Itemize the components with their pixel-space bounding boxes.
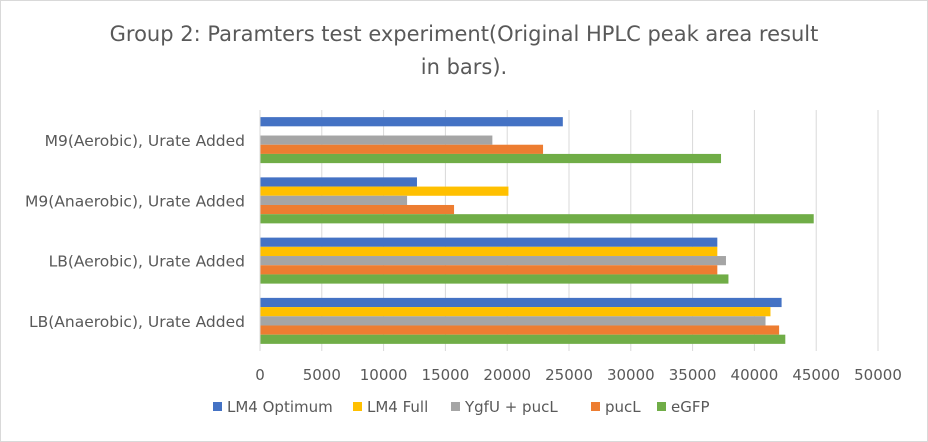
x-tick-label: 25000 [545, 366, 593, 384]
x-tick-label: 10000 [360, 366, 408, 384]
category-label: M9(Aerobic), Urate Added [45, 132, 245, 150]
chart-title-line-1: Group 2: Paramters test experiment(Origi… [109, 22, 819, 46]
bar [260, 265, 718, 275]
x-tick-label: 0 [255, 366, 265, 384]
legend-label: LM4 Optimum [227, 398, 333, 416]
bar [260, 307, 771, 317]
x-tick-label: 45000 [792, 366, 840, 384]
legend-swatch [591, 402, 600, 411]
x-tick-label: 35000 [669, 366, 717, 384]
legend-swatch [657, 402, 666, 411]
bar [260, 334, 786, 344]
legend-swatch [451, 402, 460, 411]
bar [260, 195, 408, 205]
bar [260, 316, 766, 326]
bar [260, 144, 544, 154]
x-tick-label: 15000 [422, 366, 470, 384]
category-label: M9(Anaerobic), Urate Added [25, 192, 245, 210]
x-tick-label: 5000 [303, 366, 341, 384]
bar [260, 246, 718, 257]
bar [260, 325, 780, 335]
bar [260, 274, 729, 284]
bar [260, 297, 782, 308]
x-tick-label: 40000 [731, 366, 779, 384]
legend-swatch [353, 402, 362, 411]
x-tick-label: 30000 [607, 366, 655, 384]
legend-label: pucL [605, 398, 641, 416]
chart-title-line-2: in bars). [420, 55, 508, 79]
bar [260, 117, 563, 127]
legend-label: LM4 Full [367, 398, 428, 416]
legend-label: eGFP [671, 398, 710, 416]
x-tick-label: 20000 [483, 366, 531, 384]
legend-label: YgfU + pucL [464, 398, 558, 416]
bar [260, 214, 814, 224]
chart-title: Group 2: Paramters test experiment(Origi… [0, 18, 928, 84]
x-tick-label: 50000 [854, 366, 902, 384]
legend-swatch [213, 402, 222, 411]
bar [260, 153, 722, 164]
bar [260, 237, 718, 247]
bar [260, 186, 509, 196]
category-label: LB(Aerobic), Urate Added [49, 253, 245, 271]
bar [260, 177, 417, 187]
bar [260, 256, 726, 266]
category-label: LB(Anaerobic), Urate Added [29, 313, 245, 331]
bar [260, 204, 455, 215]
bar [260, 135, 493, 145]
